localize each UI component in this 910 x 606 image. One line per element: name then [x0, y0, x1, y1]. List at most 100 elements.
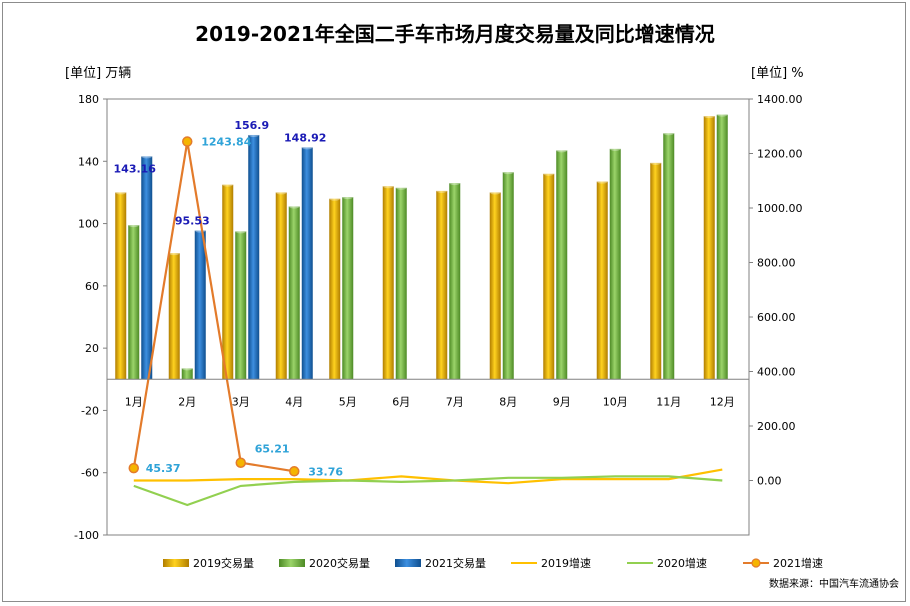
bar-2020交易量-5月	[342, 197, 354, 380]
category-label-7月: 7月	[446, 395, 464, 408]
bar-2020交易量-2月	[181, 368, 193, 380]
chart-canvas: 2019-2021年全国二手车市场月度交易量及同比增速情况 [单位] 万辆 [单…	[65, 22, 899, 590]
growth-2021-label-3月: 65.21	[255, 443, 290, 456]
left-axis-unit: [单位] 万辆	[65, 66, 131, 81]
left-tick-label: -100	[74, 529, 99, 542]
left-tick-label: 180	[78, 93, 99, 106]
bar-cap-2020交易量-10月	[609, 146, 621, 151]
bar-2019交易量-11月	[650, 162, 662, 380]
marker-2021增速-2	[235, 457, 246, 468]
category-label-9月: 9月	[553, 395, 571, 408]
category-label-8月: 8月	[499, 395, 517, 408]
category-label-12月: 12月	[710, 395, 735, 408]
bar-2019交易量-5月	[329, 198, 341, 380]
bar-cap-2019交易量-4月	[275, 190, 287, 195]
bar-cap-2021交易量-2月	[194, 228, 206, 233]
bar-2019交易量-7月	[436, 190, 448, 380]
left-tick-label: 140	[78, 155, 99, 168]
bar-cap-2020交易量-9月	[556, 148, 568, 153]
right-tick-label: 0.00	[757, 475, 782, 488]
bar-cap-2020交易量-11月	[663, 131, 675, 136]
left-tick-label: -20	[81, 404, 99, 417]
right-tick-label: 400.00	[757, 366, 796, 379]
bar-cap-2020交易量-3月	[235, 229, 247, 234]
bar-2019交易量-8月	[489, 192, 501, 380]
bar-cap-2019交易量-6月	[382, 184, 394, 189]
left-tick-label: 60	[85, 280, 99, 293]
bar-cap-2019交易量-10月	[596, 179, 608, 184]
bar-cap-2019交易量-11月	[650, 160, 662, 165]
right-tick-label: 600.00	[757, 311, 796, 324]
bar-2019交易量-2月	[168, 253, 180, 380]
bar-cap-2020交易量-12月	[716, 112, 728, 117]
legend-label-2020交易量: 2020交易量	[309, 556, 370, 570]
right-tick-label: 800.00	[757, 257, 796, 270]
bar-cap-2020交易量-7月	[449, 181, 461, 186]
marker-2021增速-1	[182, 136, 193, 147]
bar-2021交易量-3月	[248, 134, 260, 380]
bar-cap-2019交易量-9月	[543, 171, 555, 176]
right-tick-label: 1400.00	[757, 93, 803, 106]
growth-2021-label-2月: 1243.84	[201, 136, 251, 149]
bar-2020交易量-3月	[235, 231, 247, 380]
bar-2021交易量-2月	[194, 230, 206, 380]
bar-cap-2019交易量-5月	[329, 196, 341, 201]
bar-cap-2019交易量-1月	[115, 190, 127, 195]
bar-2021-label-3月: 156.9	[234, 119, 269, 132]
category-label-10月: 10月	[603, 395, 628, 408]
legend-swatch-2021交易量	[395, 559, 421, 567]
legend-label-2019增速: 2019增速	[541, 556, 591, 570]
bar-2020交易量-12月	[716, 114, 728, 380]
bar-2019交易量-10月	[596, 181, 608, 380]
right-tick-label: 200.00	[757, 420, 796, 433]
line-2019增速	[133, 468, 723, 485]
category-label-4月: 4月	[285, 395, 303, 408]
bar-2019交易量-3月	[222, 184, 234, 380]
right-axis-unit: [单位] %	[751, 66, 804, 81]
bar-2021-label-4月: 148.92	[284, 131, 326, 144]
category-label-6月: 6月	[392, 395, 410, 408]
bar-2021-label-1月: 143.16	[114, 162, 157, 175]
category-label-5月: 5月	[339, 395, 357, 408]
data-label-group: 143.16 95.53 156.9 148.92 45.37 1243.84 65.21 3…	[114, 119, 344, 478]
bar-2019交易量-1月	[115, 192, 127, 380]
bar-cap-2021交易量-1月	[141, 154, 153, 159]
category-label-1月: 1月	[125, 395, 143, 408]
legend-label-2020增速: 2020增速	[657, 556, 707, 570]
line-series-group	[128, 136, 723, 507]
bar-cap-2019交易量-12月	[703, 114, 715, 119]
bar-cap-2020交易量-6月	[395, 185, 407, 190]
bar-2020交易量-6月	[395, 187, 407, 380]
bar-cap-2021交易量-3月	[248, 132, 260, 137]
chart-title: 2019-2021年全国二手车市场月度交易量及同比增速情况	[195, 22, 715, 46]
growth-2021-label-1月: 45.37	[146, 462, 181, 475]
category-label-2月: 2月	[178, 395, 196, 408]
bar-2021交易量-1月	[141, 156, 153, 380]
bar-cap-2019交易量-7月	[436, 188, 448, 193]
bar-series-group	[115, 112, 728, 380]
growth-2021-label-4月: 33.76	[308, 465, 343, 478]
legend-marker-2021增速	[751, 558, 761, 568]
bar-2020交易量-4月	[288, 206, 300, 380]
bar-2019交易量-6月	[382, 186, 394, 380]
bar-cap-2019交易量-8月	[489, 190, 501, 195]
category-label-3月: 3月	[232, 395, 250, 408]
bar-cap-2020交易量-1月	[128, 223, 140, 228]
legend-label-2021增速: 2021增速	[773, 556, 823, 570]
bar-2020交易量-11月	[663, 133, 675, 380]
line-2020增速	[133, 475, 723, 507]
bar-cap-2019交易量-3月	[222, 182, 234, 187]
legend-label-2019交易量: 2019交易量	[193, 556, 254, 570]
bar-cap-2021交易量-4月	[301, 145, 313, 150]
left-tick-label: -60	[81, 467, 99, 480]
bar-cap-2020交易量-5月	[342, 195, 354, 200]
category-label-11月: 11月	[656, 395, 681, 408]
legend-swatch-2019交易量	[163, 559, 189, 567]
line-2021增速	[132, 141, 295, 473]
marker-2021增速-3	[289, 466, 300, 477]
bar-2020交易量-7月	[449, 183, 461, 380]
legend-label-2021交易量: 2021交易量	[425, 556, 486, 570]
bar-2020交易量-9月	[556, 150, 568, 380]
left-tick-label: 100	[78, 218, 99, 231]
bar-cap-2020交易量-2月	[181, 366, 193, 371]
